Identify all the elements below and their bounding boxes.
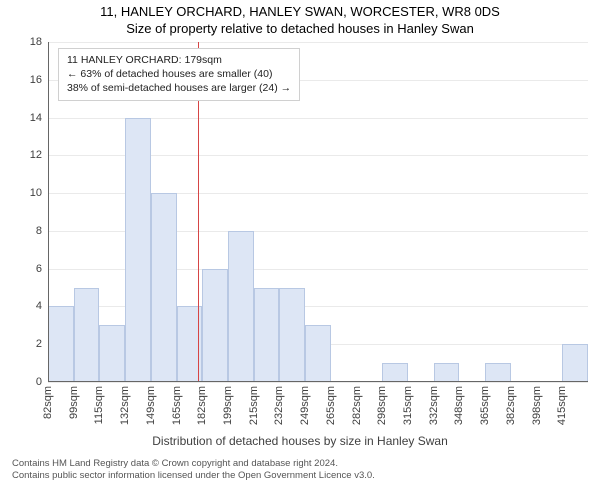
x-tick-label: 348sqm xyxy=(453,386,465,425)
x-axis-line xyxy=(48,381,588,382)
footer-line2: Contains public sector information licen… xyxy=(12,470,588,482)
y-tick-label: 6 xyxy=(36,263,48,275)
x-tick-label: 232sqm xyxy=(273,386,285,425)
marker-infobox: 11 HANLEY ORCHARD: 179sqm ← 63% of detac… xyxy=(58,48,300,101)
x-tick-label: 165sqm xyxy=(171,386,183,425)
histogram-bar xyxy=(228,231,254,382)
histogram-bar xyxy=(305,325,331,382)
chart-title-main: 11, HANLEY ORCHARD, HANLEY SWAN, WORCEST… xyxy=(0,4,600,19)
footer-attribution: Contains HM Land Registry data © Crown c… xyxy=(12,458,588,483)
infobox-line3: 38% of semi-detached houses are larger (… xyxy=(67,81,291,95)
histogram-bar xyxy=(48,306,74,382)
x-tick-label: 415sqm xyxy=(556,386,568,425)
y-tick-label: 18 xyxy=(30,36,48,48)
x-axis-label: Distribution of detached houses by size … xyxy=(0,434,600,448)
plot-area: 024681012141618 82sqm99sqm115sqm132sqm14… xyxy=(48,42,588,382)
x-tick-label: 182sqm xyxy=(196,386,208,425)
histogram-bar xyxy=(99,325,125,382)
y-axis-line xyxy=(48,42,49,382)
histogram-bar xyxy=(74,288,100,382)
x-tick-label: 298sqm xyxy=(376,386,388,425)
histogram-bar xyxy=(485,363,511,382)
x-tick-label: 332sqm xyxy=(428,386,440,425)
x-tick-label: 215sqm xyxy=(248,386,260,425)
x-tick-label: 115sqm xyxy=(93,386,105,424)
y-tick-label: 12 xyxy=(30,149,48,161)
histogram-bar xyxy=(151,193,177,382)
histogram-bar xyxy=(125,118,151,382)
histogram-bar xyxy=(562,344,588,382)
y-tick-label: 10 xyxy=(30,187,48,199)
infobox-line1: 11 HANLEY ORCHARD: 179sqm xyxy=(67,53,291,67)
x-tick-label: 249sqm xyxy=(299,386,311,425)
infobox-line2: ← 63% of detached houses are smaller (40… xyxy=(67,67,291,81)
histogram-bar xyxy=(202,269,228,382)
gridline xyxy=(48,382,588,383)
chart-title-sub: Size of property relative to detached ho… xyxy=(0,21,600,36)
x-tick-label: 265sqm xyxy=(325,386,337,425)
y-axis-label: Number of detached properties xyxy=(6,0,20,48)
x-tick-label: 199sqm xyxy=(222,386,234,425)
x-tick-label: 132sqm xyxy=(119,386,131,425)
y-tick-label: 16 xyxy=(30,74,48,86)
y-tick-label: 8 xyxy=(36,225,48,237)
x-tick-label: 398sqm xyxy=(531,386,543,425)
x-tick-label: 82sqm xyxy=(42,386,54,419)
y-tick-label: 2 xyxy=(36,338,48,350)
x-tick-label: 315sqm xyxy=(402,386,414,425)
histogram-bar xyxy=(254,288,280,382)
y-tick-label: 4 xyxy=(36,300,48,312)
y-tick-label: 14 xyxy=(30,112,48,124)
histogram-bar xyxy=(382,363,408,382)
x-tick-label: 149sqm xyxy=(145,386,157,425)
histogram-bar xyxy=(279,288,305,382)
x-tick-label: 282sqm xyxy=(351,386,363,425)
histogram-bar xyxy=(434,363,460,382)
x-tick-label: 382sqm xyxy=(505,386,517,425)
footer-line1: Contains HM Land Registry data © Crown c… xyxy=(12,458,588,470)
x-tick-label: 365sqm xyxy=(479,386,491,425)
x-tick-label: 99sqm xyxy=(68,386,80,419)
